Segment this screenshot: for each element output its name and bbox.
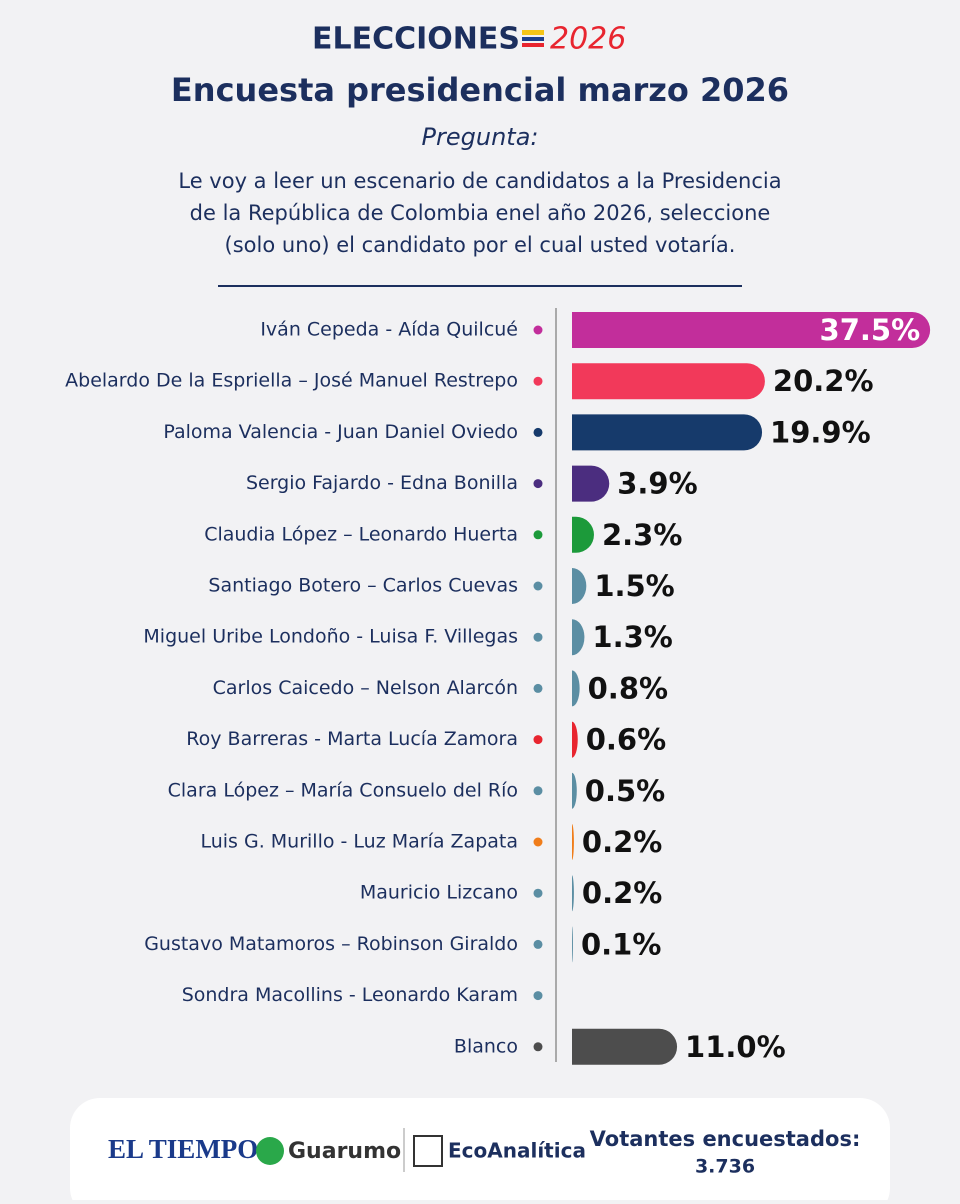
bar <box>572 721 578 758</box>
legend-dot <box>533 1042 543 1052</box>
category-label: Blanco <box>454 1035 518 1057</box>
category-label: Sergio Fajardo - Edna Bonilla <box>246 472 518 494</box>
category-label: Abelardo De la Espriella – José Manuel R… <box>65 370 518 392</box>
bar <box>572 1028 678 1065</box>
sample-size: 3.736 <box>695 1156 755 1178</box>
logo: EL TIEMPO <box>108 1134 258 1164</box>
category-label: Luis G. Murillo - Luz María Zapata <box>200 831 518 853</box>
logo: EcoAnalítica <box>448 1139 586 1163</box>
legend-dot <box>533 683 543 693</box>
category-label: Paloma Valencia - Juan Daniel Oviedo <box>163 421 518 443</box>
bar <box>572 568 587 604</box>
value-label: 0.8% <box>588 671 668 705</box>
value-label: 0.5% <box>585 774 665 808</box>
legend-dot <box>533 939 543 949</box>
category-label: Roy Barreras - Marta Lucía Zamora <box>186 728 518 750</box>
value-label: 0.6% <box>586 723 666 757</box>
value-label: 0.2% <box>582 876 662 910</box>
category-label: Miguel Uribe Londoño - Luisa F. Villegas <box>143 626 518 648</box>
value-label: 11.0% <box>685 1030 786 1064</box>
legend-dot <box>533 530 543 540</box>
logo: Guarumo <box>288 1139 401 1164</box>
value-label: 0.1% <box>581 927 661 961</box>
bar <box>572 516 594 553</box>
bar <box>572 875 574 912</box>
category-label: Carlos Caicedo – Nelson Alarcón <box>213 677 518 699</box>
question-line: Le voy a leer un escenario de candidatos… <box>178 169 781 193</box>
value-label: 0.2% <box>582 825 662 859</box>
value-label: 3.9% <box>617 467 697 501</box>
legend-dot <box>533 376 543 386</box>
bar <box>572 414 763 451</box>
category-label: Sondra Macollins - Leonardo Karam <box>182 984 518 1006</box>
bar <box>572 772 577 809</box>
legend-dot <box>533 991 543 1001</box>
legend-dot <box>533 786 543 796</box>
chart-title: Encuesta presidencial marzo 2026 <box>171 71 789 109</box>
value-label: 37.5% <box>820 313 921 347</box>
brand: ELECCIONES <box>312 22 520 57</box>
legend-dot <box>533 581 543 591</box>
bar <box>572 619 585 656</box>
logo-icon <box>256 1137 284 1165</box>
category-label: Clara López – María Consuelo del Río <box>168 779 518 801</box>
category-label: Santiago Botero – Carlos Cuevas <box>208 575 518 597</box>
category-label: Iván Cepeda - Aída Quilcué <box>260 319 518 341</box>
flag-stripe <box>522 30 544 35</box>
question-line: de la República de Colombia enel año 202… <box>190 201 771 225</box>
bar <box>572 670 580 707</box>
brand-year: 2026 <box>550 22 626 57</box>
value-label: 20.2% <box>773 364 874 398</box>
footer-card <box>70 1098 890 1204</box>
flag-stripe <box>522 43 544 47</box>
value-label: 1.5% <box>594 569 674 603</box>
flag-stripe <box>522 37 544 41</box>
bar <box>572 926 573 963</box>
legend-dot <box>533 888 543 898</box>
value-label: 2.3% <box>602 518 682 552</box>
question-line: (solo uno) el candidato por el cual uste… <box>225 233 736 257</box>
legend-dot <box>533 837 543 847</box>
legend-dot <box>533 632 543 642</box>
legend-dot <box>533 325 543 335</box>
sample-label: Votantes encuestados: <box>590 1127 861 1151</box>
legend-dot <box>533 735 543 745</box>
category-label: Gustavo Matamoros – Robinson Giraldo <box>144 933 518 955</box>
bar <box>572 312 931 348</box>
question-label: Pregunta: <box>422 123 539 151</box>
legend-dot <box>533 479 543 489</box>
value-label: 19.9% <box>770 415 871 449</box>
bar <box>572 465 610 502</box>
category-label: Mauricio Lizcano <box>360 882 518 904</box>
legend-dot <box>533 427 543 437</box>
value-label: 1.3% <box>592 620 672 654</box>
bar <box>572 824 574 860</box>
bar <box>572 363 765 400</box>
logo-icon <box>413 1135 443 1167</box>
category-label: Claudia López – Leonardo Huerta <box>204 523 518 545</box>
